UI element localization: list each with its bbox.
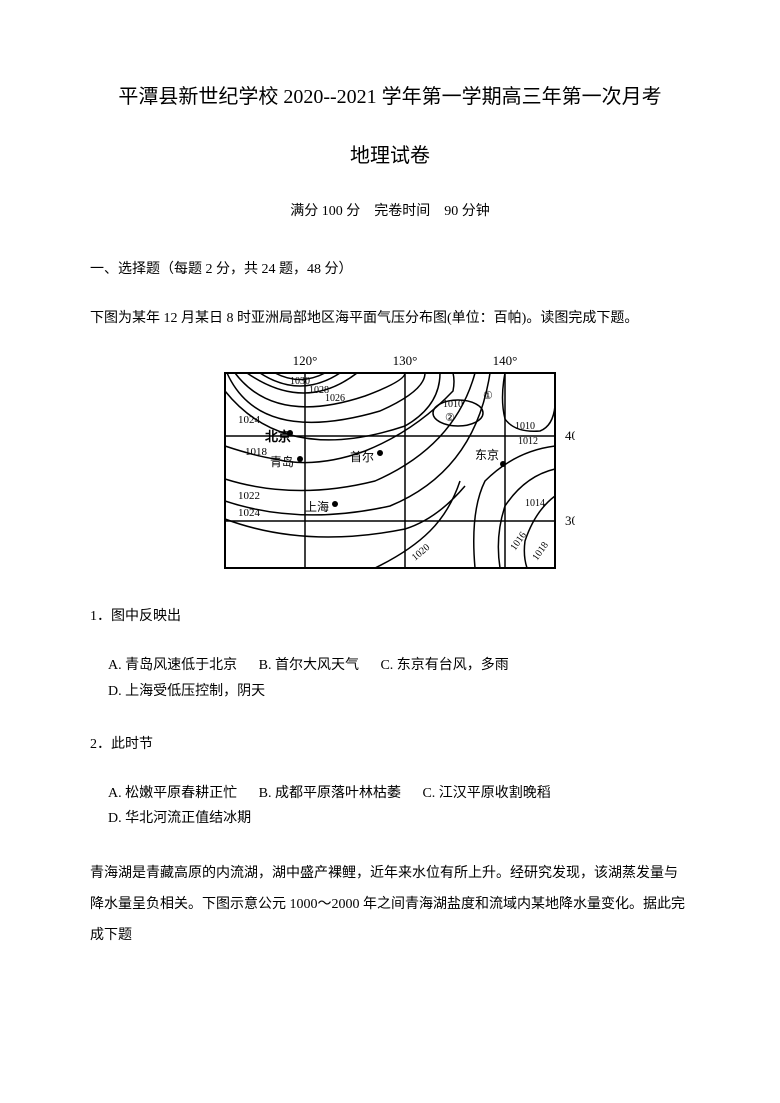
lon-140: 140° bbox=[493, 353, 518, 368]
isobar-1018r: 1018 bbox=[530, 540, 550, 563]
city-tokyo: 东京 bbox=[475, 448, 499, 462]
page-title-sub: 地理试卷 bbox=[90, 139, 690, 168]
map-svg: 120° 130° 140° 40° 30° 1030 1028 1026 10… bbox=[205, 351, 575, 576]
city-seoul: 首尔 bbox=[350, 449, 374, 464]
city-beijing: 北京 bbox=[265, 429, 291, 444]
city-shanghai: 上海 bbox=[305, 499, 329, 514]
q2-stem: 2．此时节 bbox=[90, 732, 690, 757]
isobar-map: 120° 130° 140° 40° 30° 1030 1028 1026 10… bbox=[90, 351, 690, 576]
lon-130: 130° bbox=[393, 353, 418, 368]
q1-stem: 1．图中反映出 bbox=[90, 604, 690, 629]
q2-opt-b: B. 成都平原落叶林枯萎 bbox=[259, 786, 401, 801]
q2-opt-a: A. 松嫩平原春耕正忙 bbox=[108, 786, 237, 801]
isobar-1014: 1014 bbox=[525, 498, 545, 509]
q2-opt-c: C. 江汉平原收割晚稻 bbox=[422, 786, 550, 801]
isobar-1018-left: 1018 bbox=[245, 446, 268, 458]
isobar-1010a: 1010 bbox=[443, 399, 463, 410]
passage-qinghai: 青海湖是青藏高原的内流湖，湖中盛产裸鲤，近年来水位有所上升。经研究发现，该湖蒸发… bbox=[90, 859, 690, 951]
lon-120: 120° bbox=[293, 353, 318, 368]
q1-opt-d: D. 上海受低压控制，阴天 bbox=[108, 684, 265, 699]
isobar-1030: 1030 bbox=[290, 376, 310, 387]
q1-options: A. 青岛风速低于北京 B. 首尔大风天气 C. 东京有台风，多雨 D. 上海受… bbox=[90, 653, 690, 703]
lat-40: 40° bbox=[565, 428, 575, 443]
question-intro: 下图为某年 12 月某日 8 时亚洲局部地区海平面气压分布图(单位：百帕)。读图… bbox=[90, 306, 690, 331]
lat-30: 30° bbox=[565, 513, 575, 528]
q2-opt-d: D. 华北河流正值结冰期 bbox=[108, 811, 251, 826]
q1-opt-b: B. 首尔大风天气 bbox=[259, 658, 359, 673]
isobar-1024-left2: 1024 bbox=[238, 507, 261, 519]
isobar-1016: 1016 bbox=[508, 530, 528, 553]
q1-opt-c: C. 东京有台风，多雨 bbox=[380, 658, 508, 673]
q2-options: A. 松嫩平原春耕正忙 B. 成都平原落叶林枯萎 C. 江汉平原收割晚稻 D. … bbox=[90, 781, 690, 831]
q1-opt-a: A. 青岛风速低于北京 bbox=[108, 658, 237, 673]
isobar-1012: 1012 bbox=[518, 436, 538, 447]
section-header: 一、选择题（每题 2 分，共 24 题，48 分） bbox=[90, 258, 690, 278]
marker-1: ① bbox=[483, 390, 493, 402]
marker-2: ② bbox=[445, 412, 455, 424]
isobar-1022-left: 1022 bbox=[238, 490, 260, 502]
city-qingdao: 青岛 bbox=[270, 454, 294, 469]
isobar-1010b: 1010 bbox=[515, 421, 535, 432]
page-title-main: 平潭县新世纪学校 2020--2021 学年第一学期高三年第一次月考 bbox=[90, 80, 690, 109]
exam-meta: 满分 100 分 完卷时间 90 分钟 bbox=[90, 200, 690, 220]
